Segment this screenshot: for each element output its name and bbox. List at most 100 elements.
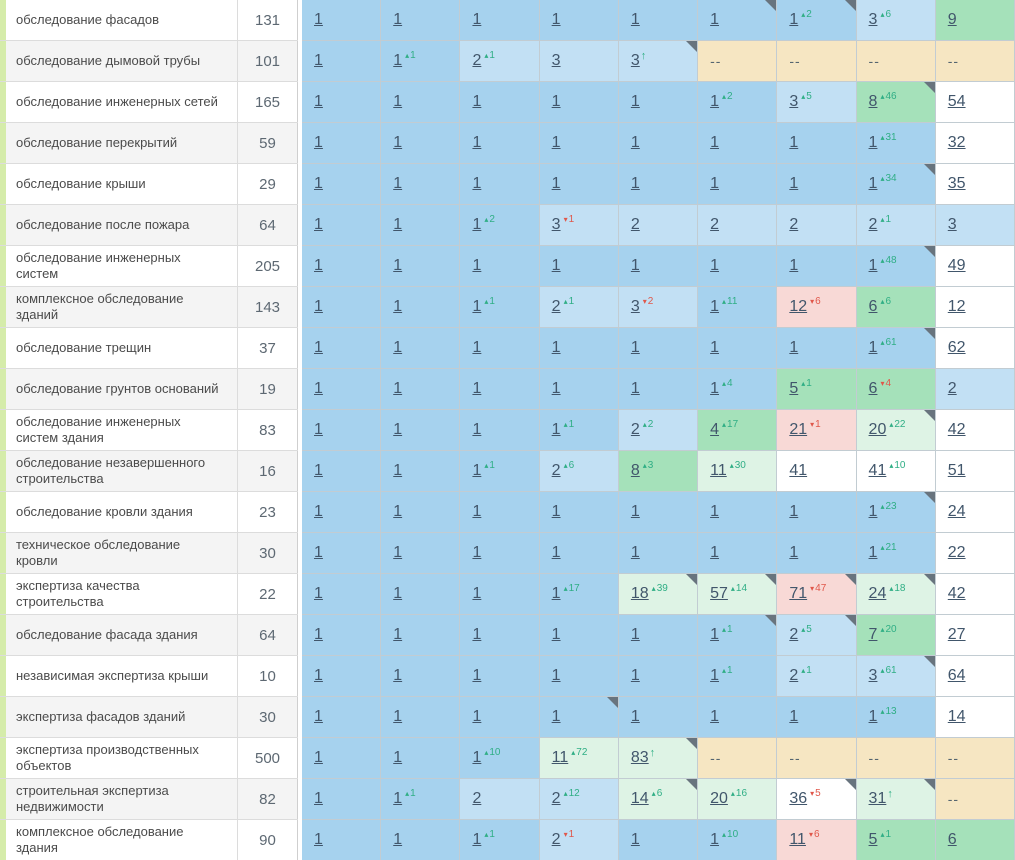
position-link[interactable]: 1	[789, 708, 799, 725]
position-link[interactable]: 1	[630, 257, 640, 274]
position-link[interactable]: 1	[868, 503, 878, 520]
position-link[interactable]: 1	[393, 93, 403, 110]
position-link[interactable]: 1	[789, 503, 799, 520]
position-link[interactable]: 12	[947, 298, 966, 315]
position-link[interactable]: 1	[393, 175, 403, 192]
position-link[interactable]: 1	[630, 339, 640, 356]
position-link[interactable]: 1	[551, 175, 561, 192]
position-link[interactable]: 1	[393, 544, 403, 561]
position-link[interactable]: 2	[868, 216, 878, 233]
position-link[interactable]: 1	[393, 585, 403, 602]
position-link[interactable]: 1	[868, 134, 878, 151]
position-link[interactable]: 1	[551, 11, 561, 28]
position-link[interactable]: 2	[630, 421, 640, 438]
position-link[interactable]: 1	[393, 462, 403, 479]
position-link[interactable]: 2	[789, 626, 799, 643]
position-link[interactable]: 1	[393, 667, 403, 684]
position-link[interactable]: 21	[789, 421, 808, 438]
position-link[interactable]: 49	[947, 257, 966, 274]
position-link[interactable]: 1	[472, 134, 482, 151]
position-link[interactable]: 2	[710, 216, 720, 233]
position-link[interactable]: 1	[710, 134, 720, 151]
position-link[interactable]: 1	[789, 257, 799, 274]
position-link[interactable]: 3	[868, 667, 878, 684]
position-link[interactable]: 2	[947, 380, 957, 397]
position-link[interactable]: 1	[314, 257, 323, 274]
position-link[interactable]: 8	[868, 93, 878, 110]
position-link[interactable]: 1	[314, 708, 323, 725]
position-link[interactable]: 1	[710, 257, 720, 274]
position-link[interactable]: 2	[551, 790, 561, 807]
position-link[interactable]: 1	[314, 462, 323, 479]
position-link[interactable]: 1	[472, 708, 482, 725]
position-link[interactable]: 12	[789, 298, 808, 315]
position-link[interactable]: 1	[789, 134, 799, 151]
position-link[interactable]: 1	[710, 708, 720, 725]
position-link[interactable]: 1	[630, 175, 640, 192]
position-link[interactable]: 1	[393, 380, 403, 397]
position-link[interactable]: 5	[789, 380, 799, 397]
position-link[interactable]: 14	[630, 790, 649, 807]
position-link[interactable]: 1	[472, 216, 482, 233]
position-link[interactable]: 1	[472, 339, 482, 356]
position-link[interactable]: 1	[314, 831, 323, 848]
position-link[interactable]: 51	[947, 462, 966, 479]
position-link[interactable]: 1	[710, 503, 720, 520]
position-link[interactable]: 3	[789, 93, 799, 110]
position-link[interactable]: 1	[314, 134, 323, 151]
position-link[interactable]: 1	[551, 421, 561, 438]
position-link[interactable]: 1	[710, 339, 720, 356]
position-link[interactable]: 1	[630, 93, 640, 110]
position-link[interactable]: 1	[393, 52, 403, 69]
position-link[interactable]: 1	[314, 175, 323, 192]
position-link[interactable]: 1	[710, 11, 720, 28]
position-link[interactable]: 1	[393, 708, 403, 725]
position-link[interactable]: 1	[314, 585, 323, 602]
position-link[interactable]: 1	[789, 11, 799, 28]
position-link[interactable]: 22	[947, 544, 966, 561]
position-link[interactable]: 36	[789, 790, 808, 807]
position-link[interactable]: 3	[551, 216, 561, 233]
position-link[interactable]: 1	[630, 831, 640, 848]
position-link[interactable]: 1	[472, 462, 482, 479]
position-link[interactable]: 42	[947, 585, 966, 602]
position-link[interactable]: 1	[868, 708, 878, 725]
position-link[interactable]: 3	[630, 52, 640, 69]
position-link[interactable]: 1	[393, 11, 403, 28]
position-link[interactable]: 1	[868, 544, 878, 561]
position-link[interactable]: 6	[947, 831, 957, 848]
position-link[interactable]: 1	[314, 790, 323, 807]
position-link[interactable]: 27	[947, 626, 966, 643]
position-link[interactable]: 1	[472, 298, 482, 315]
position-link[interactable]: 1	[393, 749, 403, 766]
position-link[interactable]: 11	[710, 462, 727, 479]
position-link[interactable]: 1	[393, 298, 403, 315]
position-link[interactable]: 11	[789, 831, 806, 848]
position-link[interactable]: 1	[551, 667, 561, 684]
position-link[interactable]: 1	[314, 421, 323, 438]
position-link[interactable]: 1	[393, 831, 403, 848]
position-link[interactable]: 1	[472, 380, 482, 397]
position-link[interactable]: 1	[472, 421, 482, 438]
position-link[interactable]: 1	[393, 626, 403, 643]
position-link[interactable]: 1	[314, 749, 323, 766]
position-link[interactable]: 64	[947, 667, 966, 684]
position-link[interactable]: 1	[472, 667, 482, 684]
position-link[interactable]: 5	[868, 831, 878, 848]
position-link[interactable]: 1	[551, 585, 561, 602]
position-link[interactable]: 1	[472, 544, 482, 561]
position-link[interactable]: 1	[710, 175, 720, 192]
position-link[interactable]: 1	[710, 298, 720, 315]
position-link[interactable]: 1	[551, 503, 561, 520]
position-link[interactable]: 1	[314, 544, 323, 561]
position-link[interactable]: 24	[868, 585, 887, 602]
position-link[interactable]: 4	[710, 421, 720, 438]
position-link[interactable]: 1	[789, 339, 799, 356]
position-link[interactable]: 1	[314, 339, 323, 356]
position-link[interactable]: 18	[630, 585, 649, 602]
position-link[interactable]: 2	[551, 462, 561, 479]
position-link[interactable]: 1	[472, 93, 482, 110]
position-link[interactable]: 1	[710, 380, 720, 397]
position-link[interactable]: 42	[947, 421, 966, 438]
position-link[interactable]: 1	[393, 503, 403, 520]
